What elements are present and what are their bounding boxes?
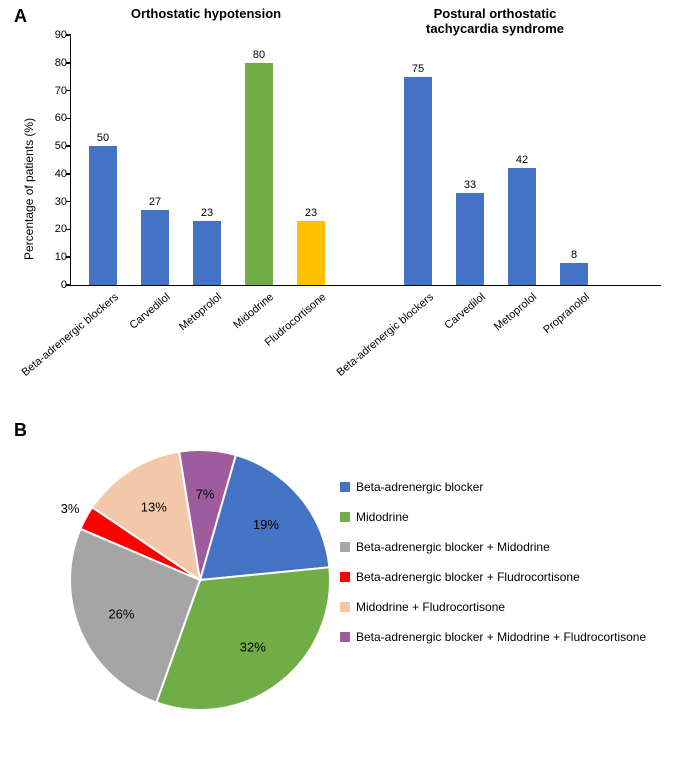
y-axis-label: Percentage of patients (%)	[22, 118, 36, 260]
bar-value-label: 33	[455, 179, 485, 191]
legend-swatch	[340, 482, 350, 492]
panel-a-label: A	[14, 6, 27, 27]
legend-item: Beta-adrenergic blocker + Midodrine + Fl…	[340, 630, 646, 644]
legend-item: Midodrine + Fludrocortisone	[340, 600, 646, 614]
bar	[297, 221, 325, 285]
bar	[193, 221, 221, 285]
legend-label: Midodrine + Fludrocortisone	[356, 600, 505, 614]
x-tick-label: Beta-adrenergic blockers	[19, 291, 120, 379]
bar	[456, 193, 484, 285]
bar-value-label: 80	[244, 49, 274, 61]
pie-slice-label: 13%	[141, 500, 167, 515]
pie-slice-label: 19%	[253, 517, 279, 532]
legend-item: Beta-adrenergic blocker	[340, 480, 646, 494]
bar-value-label: 23	[296, 207, 326, 219]
legend-swatch	[340, 602, 350, 612]
legend-label: Beta-adrenergic blocker + Fludrocortison…	[356, 570, 580, 584]
panel-a: A Percentage of patients (%) 01020304050…	[0, 0, 685, 400]
bar	[245, 63, 273, 285]
bar	[508, 168, 536, 285]
legend-item: Beta-adrenergic blocker + Midodrine	[340, 540, 646, 554]
panel-b: B 19%32%26%3%13%7% Beta-adrenergic block…	[0, 420, 685, 777]
legend-item: Beta-adrenergic blocker + Fludrocortison…	[340, 570, 646, 584]
bar-value-label: 23	[192, 207, 222, 219]
legend-item: Midodrine	[340, 510, 646, 524]
x-tick-label: Beta-adrenergic blockers	[334, 291, 435, 379]
legend-swatch	[340, 512, 350, 522]
bar	[404, 77, 432, 285]
pie-slice-label: 3%	[61, 501, 80, 516]
legend-swatch	[340, 542, 350, 552]
x-tick-label: Carvedilol	[442, 291, 487, 332]
legend-label: Beta-adrenergic blocker + Midodrine	[356, 540, 550, 554]
bar-value-label: 8	[559, 249, 589, 261]
legend-label: Beta-adrenergic blocker + Midodrine + Fl…	[356, 630, 646, 644]
pie-chart: 19% 32% 26% 3% 13% 7%	[20, 430, 380, 750]
bar-value-label: 42	[507, 154, 537, 166]
pie-slice-label: 26%	[108, 606, 134, 621]
bar-value-label: 27	[140, 196, 170, 208]
bar	[560, 263, 588, 285]
group-title: Orthostatic hypotension	[88, 6, 324, 21]
bar-plot-area: 010203040506070809050Beta-adrenergic blo…	[70, 35, 661, 286]
bar	[141, 210, 169, 285]
x-tick-label: Midodrine	[232, 291, 277, 331]
bar	[89, 146, 117, 285]
legend-label: Beta-adrenergic blocker	[356, 480, 483, 494]
group-title: Postural orthostatic tachycardia syndrom…	[403, 6, 587, 36]
legend-swatch	[340, 572, 350, 582]
x-tick-label: Propranolol	[541, 291, 592, 336]
legend-swatch	[340, 632, 350, 642]
pie-slice-label: 32%	[240, 640, 266, 655]
bar-value-label: 75	[403, 63, 433, 75]
pie-slice-label: 7%	[196, 486, 215, 501]
x-tick-label: Metoprolol	[492, 291, 539, 333]
bar-value-label: 50	[88, 132, 118, 144]
pie-legend: Beta-adrenergic blocker Midodrine Beta-adr…	[340, 480, 646, 660]
x-tick-label: Carvedilol	[127, 291, 172, 332]
legend-label: Midodrine	[356, 510, 409, 524]
x-tick-label: Metoprolol	[177, 291, 224, 333]
